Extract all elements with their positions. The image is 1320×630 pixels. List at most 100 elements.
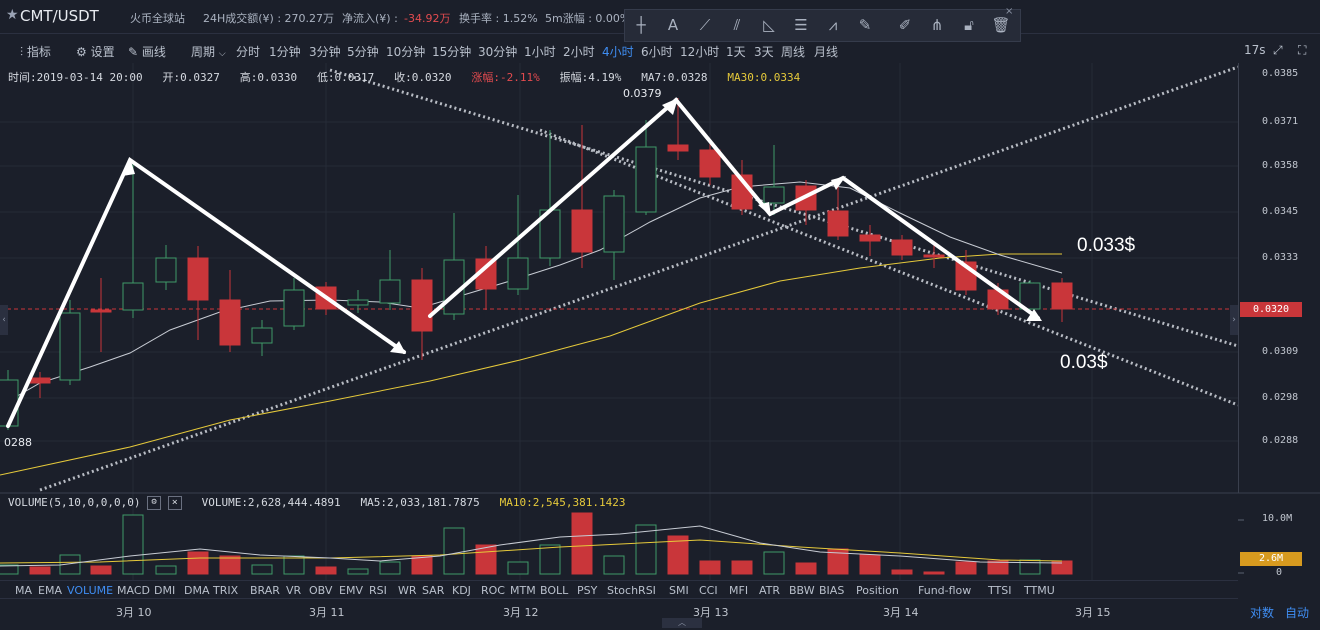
crosshair-icon[interactable]: ┼ <box>636 16 646 34</box>
price-axis[interactable] <box>1238 63 1320 493</box>
period-option[interactable]: 3天 <box>754 45 774 59</box>
period-option[interactable]: 1小时 <box>524 45 556 59</box>
candle-body <box>667 144 689 152</box>
indicator-tab-brar[interactable]: BRAR <box>250 584 280 597</box>
indicator-tab-kdj[interactable]: KDJ <box>452 584 471 597</box>
trash-icon[interactable]: 🗑︎ <box>991 16 1011 34</box>
indicator-tab-psy[interactable]: PSY <box>577 584 598 597</box>
multi-line-icon[interactable]: ⫽ <box>733 16 741 34</box>
brush-icon[interactable]: ✐ <box>898 16 912 34</box>
price-tick: 0.0298 <box>1262 392 1299 403</box>
price-tick: 0.0358 <box>1262 160 1299 171</box>
candle-body <box>283 289 305 327</box>
candle-body <box>891 239 913 256</box>
period-option[interactable]: 5分钟 <box>347 45 379 59</box>
indicator-tab-smi[interactable]: SMI <box>669 584 689 597</box>
fork-icon[interactable]: ⋔ <box>930 16 944 34</box>
indicator-tab-trix[interactable]: TRIX <box>213 584 239 597</box>
angle-icon[interactable]: ◺ <box>763 16 775 34</box>
period-option[interactable]: 10分钟 <box>386 45 426 59</box>
period-option[interactable]: 周线 <box>781 45 806 59</box>
period-option[interactable]: 1分钟 <box>269 45 301 59</box>
ohlc-info: 时间:2019-03-14 20:00 开:0.0327 高:0.0330 低:… <box>8 69 800 85</box>
drawline-button[interactable]: ✎ 画线 <box>128 45 166 59</box>
volume-tick: 0 <box>1276 567 1283 578</box>
indicator-tab-bbw[interactable]: BBW <box>789 584 815 597</box>
settings-button[interactable]: ⚙ 设置 <box>76 45 115 59</box>
pair-name[interactable]: CMT/USDT <box>20 7 99 25</box>
indicator-tab-sar[interactable]: SAR <box>422 584 445 597</box>
volume-bar <box>29 566 51 575</box>
indicator-tab-emv[interactable]: EMV <box>339 584 363 597</box>
candle-body <box>122 282 144 311</box>
close-icon[interactable]: × <box>1005 6 1014 17</box>
volume-settings-icon[interactable]: ⚙ <box>147 496 162 510</box>
drawing-toolbar: ┼ A ⟋ ⫽ ◺ ☰ ⩘ ✎ ✐ ⋔ 🔓︎ 🗑︎ × <box>624 6 1021 42</box>
indicator-tab-boll[interactable]: BOLL <box>540 584 569 597</box>
period-option[interactable]: 分时 <box>236 45 261 59</box>
time-tick: 3月 13 <box>693 606 729 619</box>
indicator-tab-bias[interactable]: BIAS <box>819 584 845 597</box>
indicator-tab-obv[interactable]: OBV <box>309 584 333 597</box>
indicator-tab-ema[interactable]: EMA <box>38 584 62 597</box>
indicator-tab-position[interactable]: Position <box>856 584 899 597</box>
fullscreen-icon[interactable]: ⛶ <box>1298 43 1307 57</box>
period-dropdown[interactable]: 周期 ⌵ <box>191 45 226 59</box>
indicator-tab-ma[interactable]: MA <box>15 584 33 597</box>
candle-body <box>411 279 433 332</box>
period-option[interactable]: 2小时 <box>563 45 595 59</box>
period-option[interactable]: 3分钟 <box>309 45 341 59</box>
period-option[interactable]: 15分钟 <box>432 45 472 59</box>
target-label-lower: 0.03$ <box>1060 352 1108 373</box>
indicator-tab-wr[interactable]: WR <box>398 584 417 597</box>
change5m-stat: 5m涨幅 : 0.00% <box>545 12 631 25</box>
indicator-tab-rsi[interactable]: RSI <box>369 584 387 597</box>
indicator-tab-ttmu[interactable]: TTMU <box>1024 584 1055 597</box>
period-option[interactable]: 月线 <box>814 45 839 59</box>
last-price-tag: 0.0320 <box>1240 302 1302 317</box>
favorite-star-icon[interactable]: ★ <box>6 7 19 23</box>
indicator-tab-dmi[interactable]: DMI <box>154 584 176 597</box>
indicator-tab-fund-flow[interactable]: Fund-flow <box>918 584 972 597</box>
indicator-tab-roc[interactable]: ROC <box>481 584 505 597</box>
indicator-tab-vr[interactable]: VR <box>286 584 302 597</box>
indicator-tab-mfi[interactable]: MFI <box>729 584 749 597</box>
period-option-active[interactable]: 4小时 <box>602 45 634 59</box>
chevron-up-icon[interactable]: ︿ <box>662 618 702 628</box>
candle-body <box>90 309 112 313</box>
period-option[interactable]: 12小时 <box>680 45 720 59</box>
indicator-tab-cci[interactable]: CCI <box>699 584 718 597</box>
time-axis[interactable]: 3月 10 3月 11 3月 12 3月 13 3月 14 3月 15 ︿ <box>0 598 1238 630</box>
period-option[interactable]: 6小时 <box>641 45 673 59</box>
indicators-button[interactable]: ⫶ 指标 <box>20 45 51 59</box>
indicator-tab-atr[interactable]: ATR <box>759 584 781 597</box>
right-collapse-handle[interactable]: › <box>1230 305 1238 335</box>
indicator-tab-volume[interactable]: VOLUME <box>67 584 114 597</box>
period-option[interactable]: 1天 <box>726 45 746 59</box>
left-collapse-handle[interactable]: ‹ <box>0 305 8 335</box>
line-icon[interactable]: ⟋ <box>699 16 711 34</box>
volume-tick: 10.0M <box>1262 513 1293 524</box>
lock-icon[interactable]: 🔓︎ <box>964 16 974 34</box>
indicator-tab-macd[interactable]: MACD <box>117 584 150 597</box>
indicator-tab-ttsi[interactable]: TTSI <box>988 584 1012 597</box>
ruler-icon[interactable]: ✎ <box>858 16 872 34</box>
volume-close-icon[interactable]: × <box>167 496 182 510</box>
log-scale-toggle[interactable]: 对数 <box>1250 606 1275 620</box>
indicator-tab-stochrsi[interactable]: StochRSI <box>607 584 656 597</box>
volume-bar <box>571 512 593 575</box>
parallel-icon[interactable]: ☰ <box>794 16 808 34</box>
wave-icon[interactable]: ⩘ <box>828 16 838 34</box>
volume-bar <box>251 564 273 575</box>
expand-icon[interactable]: ⤢ <box>1273 43 1283 57</box>
indicator-tab-mtm[interactable]: MTM <box>510 584 536 597</box>
period-option[interactable]: 30分钟 <box>478 45 518 59</box>
exchange-name: 火币全球站 <box>130 12 185 25</box>
refresh-countdown: 17s <box>1244 43 1266 57</box>
text-icon[interactable]: A <box>667 16 679 34</box>
auto-scale-toggle[interactable]: 自动 <box>1285 606 1310 620</box>
indicator-tab-dma[interactable]: DMA <box>184 584 210 597</box>
ohlc-open: 开:0.0327 <box>162 71 220 84</box>
candle-body <box>1051 282 1073 310</box>
